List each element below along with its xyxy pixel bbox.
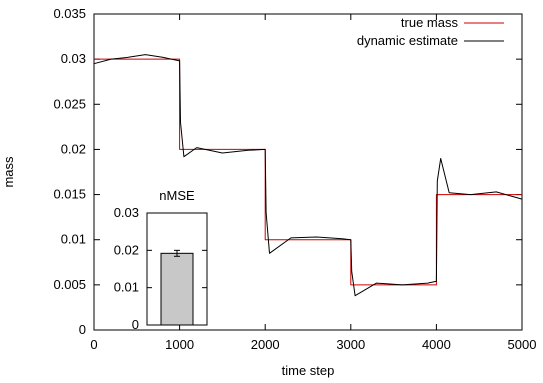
x-tick-label: 1000 [165,337,194,352]
inset-y-tick-label: 0.02 [114,242,139,257]
x-tick-label: 3000 [336,337,365,352]
main-tick-labels: 0 1000 2000 3000 4000 5000 0 0.005 0.01 0.015 0.02… [53,6,536,352]
main-ticks [93,13,523,331]
inset-ticks: 0 0.01 0.02 0.03 [114,205,207,332]
inset-title: nMSE [159,188,195,203]
x-tick-label: 4000 [422,337,451,352]
y-tick-label: 0.015 [53,187,86,202]
y-tick-label: 0 [79,322,86,337]
x-tick-label: 5000 [508,337,537,352]
inset-chart: nMSE 0 0.01 0.02 0.03 [114,188,208,332]
y-tick-label: 0.03 [61,51,86,66]
y-tick-label: 0.025 [53,96,86,111]
x-tick-label: 2000 [251,337,280,352]
y-tick-label: 0.035 [53,6,86,21]
y-tick-label: 0.02 [61,141,86,156]
y-tick-label: 0.01 [61,232,86,247]
inset-bar [160,252,194,326]
main-plot-frame [93,13,523,331]
y-axis-label: mass [1,156,16,188]
legend-entry-true-mass-label: true mass [401,15,459,30]
series-dynamic-estimate [93,54,523,297]
y-tick-label: 0.005 [53,277,86,292]
inset-y-tick-label: 0.01 [114,280,139,295]
main-series [93,54,523,297]
x-tick-label: 0 [90,337,97,352]
inset-y-tick-label: 0.03 [114,205,139,220]
legend: true mass dynamic estimate [357,15,504,48]
x-axis-label: time step [282,363,335,378]
legend-entry-dynamic-estimate-label: dynamic estimate [357,33,458,48]
inset-y-tick-label: 0 [132,317,139,332]
